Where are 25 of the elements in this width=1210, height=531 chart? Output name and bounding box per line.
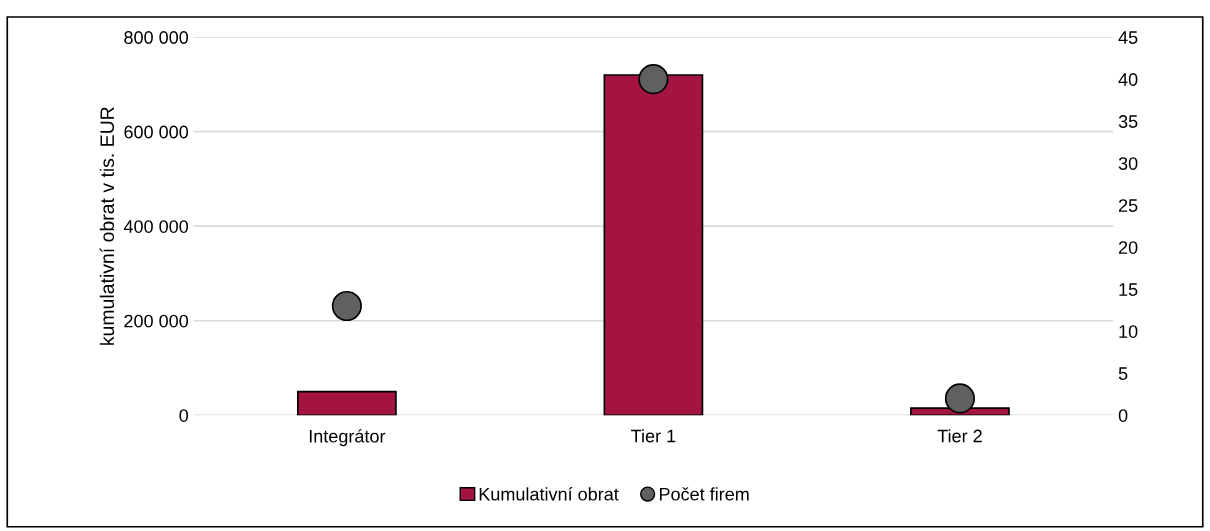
y-tick-label: 600 000 [124, 125, 189, 139]
x-tick-label: Tier 2 [937, 429, 982, 443]
y2-tick-label: 45 [1118, 31, 1138, 44]
y-tick-label: 0 [179, 409, 189, 422]
x-tick-label: Integrátor [309, 429, 386, 447]
point [944, 383, 976, 414]
legend-label: Počet firem [659, 487, 749, 501]
y2-tick-label: 15 [1119, 283, 1138, 296]
bar [296, 390, 397, 416]
y2-tick-label: 5 [1118, 367, 1128, 380]
y-tick-label: 400 000 [123, 220, 189, 233]
y2-tick-label: 25 [1118, 199, 1138, 212]
x-tick-label: Tier 1 [631, 429, 676, 443]
y2-tick-label: 30 [1118, 157, 1138, 170]
y2-tick-label: 0 [1118, 409, 1128, 422]
legend-label: Kumulativní obrat [479, 487, 619, 501]
y2-tick-label: 20 [1118, 241, 1138, 254]
y-axis-title: kumulativní obrat v tis. EUR [99, 107, 115, 345]
y2-tick-label: 35 [1118, 115, 1138, 128]
y2-tick-label: 10 [1119, 325, 1138, 338]
y2-tick-label: 40 [1118, 73, 1138, 86]
point [638, 64, 669, 95]
y-tick-label: 200 000 [124, 314, 189, 328]
point [331, 290, 362, 322]
y-tick-label: 800 000 [124, 31, 189, 44]
